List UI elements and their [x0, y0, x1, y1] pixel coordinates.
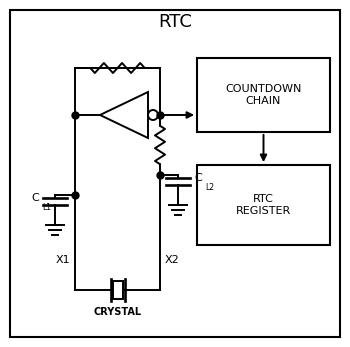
Text: X1: X1 — [56, 255, 70, 265]
Text: C: C — [31, 193, 39, 203]
Bar — [112, 281, 122, 299]
Text: X2: X2 — [164, 255, 179, 265]
Text: RTC: RTC — [158, 13, 192, 31]
Text: L1: L1 — [42, 203, 51, 212]
Text: CRYSTAL: CRYSTAL — [93, 307, 141, 317]
Text: L2: L2 — [205, 183, 214, 192]
Text: COUNTDOWN
CHAIN: COUNTDOWN CHAIN — [225, 84, 302, 106]
Bar — [197, 58, 330, 132]
Text: RTC
REGISTER: RTC REGISTER — [236, 194, 291, 216]
Bar — [197, 165, 330, 245]
Text: C: C — [194, 173, 202, 183]
